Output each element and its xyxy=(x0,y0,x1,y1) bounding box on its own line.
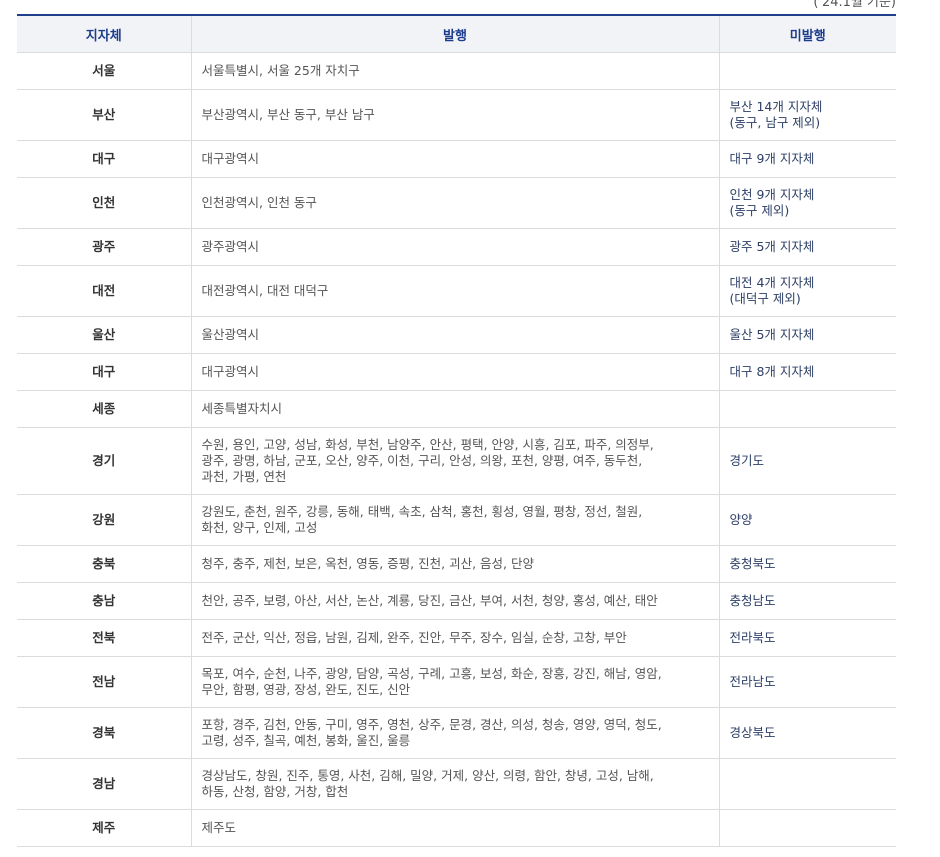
region-cell: 대구 xyxy=(17,353,191,391)
table-row: 인천 인천광역시, 인천 동구 인천 9개 지자체 (동구 제외) xyxy=(17,177,896,229)
table-row: 제주 제주도 xyxy=(17,809,896,847)
not-issued-cell xyxy=(718,809,896,847)
table-row: 충북 청주, 충주, 제천, 보은, 옥천, 영동, 증평, 진천, 괴산, 음성… xyxy=(17,545,896,583)
table-header-row: 지자체 발행 미발행 xyxy=(17,14,896,53)
issued-cell: 서울특별시, 서울 25개 자치구 xyxy=(190,52,719,90)
not-issued-cell xyxy=(718,52,896,90)
region-cell: 충남 xyxy=(17,582,191,620)
table-row: 서울 서울특별시, 서울 25개 자치구 xyxy=(17,52,896,90)
region-cell: 전남 xyxy=(17,656,191,708)
not-issued-cell: 인천 9개 지자체 (동구 제외) xyxy=(718,177,896,229)
not-issued-cell: 전라북도 xyxy=(718,619,896,657)
table-row: 경북 포항, 경주, 김천, 안동, 구미, 영주, 영천, 상주, 문경, 경산… xyxy=(17,707,896,759)
region-cell: 서울 xyxy=(17,52,191,90)
issued-cell: 경상남도, 창원, 진주, 통영, 사천, 김해, 밀양, 거제, 양산, 의령… xyxy=(190,758,719,810)
not-issued-cell xyxy=(718,758,896,810)
region-cell: 대전 xyxy=(17,265,191,317)
region-cell: 경남 xyxy=(17,758,191,810)
region-cell: 경기 xyxy=(17,427,191,495)
issued-cell: 대구광역시 xyxy=(190,353,719,391)
region-cell: 전북 xyxy=(17,619,191,657)
table-row: 부산 부산광역시, 부산 동구, 부산 남구 부산 14개 지자체 (동구, 남구 … xyxy=(17,89,896,141)
region-cell: 대구 xyxy=(17,140,191,178)
not-issued-cell: 충청북도 xyxy=(718,545,896,583)
table-row: 대구 대구광역시 대구 8개 지자체 xyxy=(17,353,896,391)
table-row: 전남 목포, 여수, 순천, 나주, 광양, 담양, 곡성, 구례, 고흥, 보성… xyxy=(17,656,896,708)
not-issued-cell: 대구 8개 지자체 xyxy=(718,353,896,391)
not-issued-cell: 광주 5개 지자체 xyxy=(718,228,896,266)
header-issued: 발행 xyxy=(190,14,719,53)
region-cell: 충북 xyxy=(17,545,191,583)
not-issued-cell: 경상북도 xyxy=(718,707,896,759)
not-issued-cell: 부산 14개 지자체 (동구, 남구 제외) xyxy=(718,89,896,141)
issued-cell: 수원, 용인, 고양, 성남, 화성, 부천, 남양주, 안산, 평택, 안양,… xyxy=(190,427,719,495)
region-cell: 광주 xyxy=(17,228,191,266)
table-row: 경남 경상남도, 창원, 진주, 통영, 사천, 김해, 밀양, 거제, 양산, … xyxy=(17,758,896,810)
issued-cell: 목포, 여수, 순천, 나주, 광양, 담양, 곡성, 구례, 고흥, 보성, … xyxy=(190,656,719,708)
not-issued-cell: 대구 9개 지자체 xyxy=(718,140,896,178)
reference-date-caption: ('24.1월 기준) xyxy=(813,0,896,10)
issued-cell: 청주, 충주, 제천, 보은, 옥천, 영동, 증평, 진천, 괴산, 음성, … xyxy=(190,545,719,583)
region-cell: 강원 xyxy=(17,494,191,546)
issued-cell: 천안, 공주, 보령, 아산, 서산, 논산, 계룡, 당진, 금산, 부여, … xyxy=(190,582,719,620)
not-issued-cell: 양양 xyxy=(718,494,896,546)
issued-cell: 포항, 경주, 김천, 안동, 구미, 영주, 영천, 상주, 문경, 경산, … xyxy=(190,707,719,759)
table-row: 경기 수원, 용인, 고양, 성남, 화성, 부천, 남양주, 안산, 평택, 안… xyxy=(17,427,896,495)
header-not-issued: 미발행 xyxy=(718,14,896,53)
not-issued-cell: 경기도 xyxy=(718,427,896,495)
table-row: 충남 천안, 공주, 보령, 아산, 서산, 논산, 계룡, 당진, 금산, 부여… xyxy=(17,582,896,620)
table-row: 광주 광주광역시 광주 5개 지자체 xyxy=(17,228,896,266)
region-cell: 인천 xyxy=(17,177,191,229)
issued-cell: 세종특별자치시 xyxy=(190,390,719,428)
region-cell: 제주 xyxy=(17,809,191,847)
issued-cell: 울산광역시 xyxy=(190,316,719,354)
issued-cell: 인천광역시, 인천 동구 xyxy=(190,177,719,229)
issued-cell: 대구광역시 xyxy=(190,140,719,178)
issued-cell: 제주도 xyxy=(190,809,719,847)
issued-cell: 대전광역시, 대전 대덕구 xyxy=(190,265,719,317)
table-row: 전북 전주, 군산, 익산, 정읍, 남원, 김제, 완주, 진안, 무주, 장수… xyxy=(17,619,896,657)
table-row: 세종 세종특별자치시 xyxy=(17,390,896,428)
issued-cell: 강원도, 춘천, 원주, 강릉, 동해, 태백, 속초, 삼척, 홍천, 횡성,… xyxy=(190,494,719,546)
table-row: 울산 울산광역시 울산 5개 지자체 xyxy=(17,316,896,354)
not-issued-cell: 대전 4개 지자체 (대덕구 제외) xyxy=(718,265,896,317)
not-issued-cell: 충청남도 xyxy=(718,582,896,620)
issuance-table: 지자체 발행 미발행 서울 서울특별시, 서울 25개 자치구 부산 부산광역시, 부… xyxy=(17,14,896,847)
region-cell: 세종 xyxy=(17,390,191,428)
issued-cell: 전주, 군산, 익산, 정읍, 남원, 김제, 완주, 진안, 무주, 장수, … xyxy=(190,619,719,657)
table-row: 강원 강원도, 춘천, 원주, 강릉, 동해, 태백, 속초, 삼척, 홍천, 횡… xyxy=(17,494,896,546)
issued-cell: 부산광역시, 부산 동구, 부산 남구 xyxy=(190,89,719,141)
not-issued-cell: 전라남도 xyxy=(718,656,896,708)
table-row: 대전 대전광역시, 대전 대덕구 대전 4개 지자체 (대덕구 제외) xyxy=(17,265,896,317)
region-cell: 경북 xyxy=(17,707,191,759)
header-region: 지자체 xyxy=(17,14,191,53)
table-row: 대구 대구광역시 대구 9개 지자체 xyxy=(17,140,896,178)
region-cell: 부산 xyxy=(17,89,191,141)
region-cell: 울산 xyxy=(17,316,191,354)
issued-cell: 광주광역시 xyxy=(190,228,719,266)
not-issued-cell: 울산 5개 지자체 xyxy=(718,316,896,354)
not-issued-cell xyxy=(718,390,896,428)
